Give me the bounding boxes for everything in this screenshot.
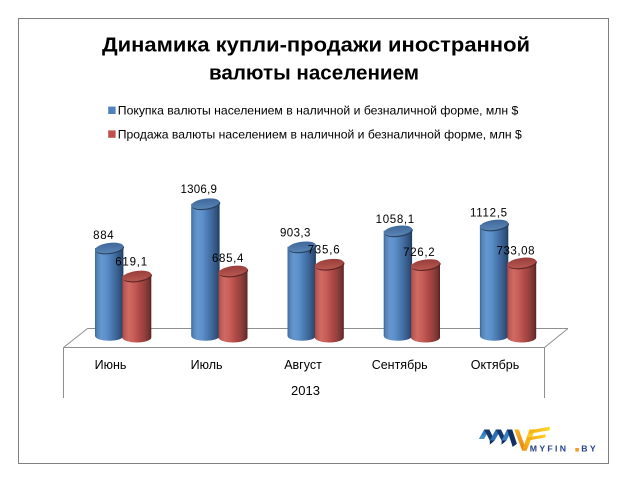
svg-text:735,6: 735,6 [308,244,340,256]
svg-text:Динамика купли-продажи иностра: Динамика купли-продажи иностранной [102,35,530,57]
svg-text:валюты населением: валюты населением [209,63,419,85]
svg-text:Октябрь: Октябрь [471,358,519,372]
svg-text:726,2: 726,2 [403,247,435,259]
svg-text:685,4: 685,4 [212,253,244,265]
svg-text:903,3: 903,3 [280,227,311,239]
svg-text:733,08: 733,08 [497,245,535,257]
svg-text:884: 884 [93,230,114,242]
svg-text:Июнь: Июнь [95,358,127,372]
svg-text:619,1: 619,1 [115,257,147,269]
svg-text:MYFIN: MYFIN [530,443,569,453]
svg-text:1306,9: 1306,9 [180,184,217,196]
svg-text:Продажа валюты населением в на: Продажа валюты населением в наличной и б… [118,127,522,141]
svg-text:Покупка валюты населением в н: Покупка валюты населением в наличной и б… [118,103,519,117]
svg-text:BY: BY [581,443,598,453]
svg-text:1112,5: 1112,5 [470,207,507,219]
svg-text:Август: Август [284,358,322,372]
svg-text:Сентябрь: Сентябрь [372,358,428,372]
svg-text:1058,1: 1058,1 [376,214,415,226]
svg-text:Июль: Июль [191,358,223,372]
svg-text:2013: 2013 [291,384,320,398]
